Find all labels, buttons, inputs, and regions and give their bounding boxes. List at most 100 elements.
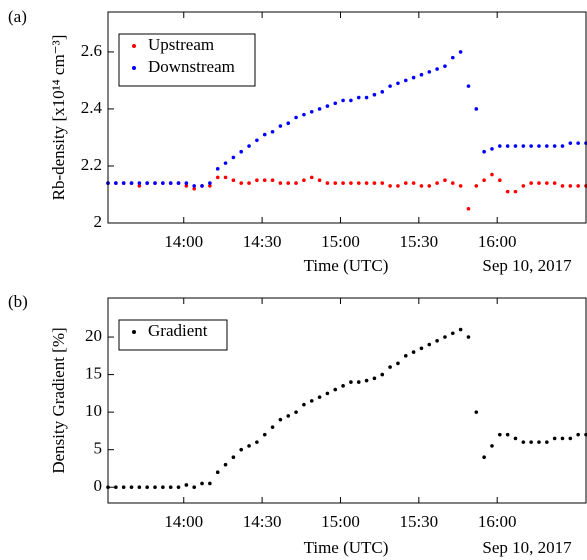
data-point xyxy=(388,84,392,88)
data-point xyxy=(545,144,549,148)
data-point xyxy=(278,181,283,185)
data-point xyxy=(341,181,345,185)
legend-marker xyxy=(132,330,136,334)
data-point xyxy=(403,354,408,358)
data-point xyxy=(294,115,298,120)
data-point xyxy=(537,144,541,148)
data-point xyxy=(388,365,392,369)
data-point xyxy=(474,410,479,414)
x-axis-label: Time (UTC) xyxy=(304,256,389,275)
data-point xyxy=(325,391,330,396)
legend-label: Upstream xyxy=(148,35,214,54)
data-point xyxy=(466,335,471,339)
data-point xyxy=(411,181,416,185)
data-point xyxy=(498,144,502,148)
data-point xyxy=(309,175,314,180)
panel: (a) Rb-density [x10¹⁴ cm⁻³] Time (UTC) Sep … xyxy=(8,7,587,275)
data-point xyxy=(443,178,447,183)
series xyxy=(106,327,587,490)
data-point xyxy=(129,181,134,185)
data-point xyxy=(137,184,142,188)
data-point xyxy=(450,331,455,336)
data-point xyxy=(309,109,314,114)
data-point xyxy=(490,147,494,151)
y-tick-label: 2 xyxy=(94,212,103,231)
data-point xyxy=(176,181,181,185)
data-point xyxy=(552,436,557,441)
data-point xyxy=(576,432,580,437)
data-point xyxy=(286,414,291,418)
x-tick-label: 15:30 xyxy=(399,232,438,251)
data-point xyxy=(372,92,377,97)
data-point xyxy=(427,342,432,347)
y-tick-label: 10 xyxy=(85,401,102,420)
x-tick-label: 14:00 xyxy=(164,512,203,531)
data-point xyxy=(435,181,439,185)
data-point xyxy=(380,372,385,377)
data-point xyxy=(576,141,580,145)
data-point xyxy=(184,483,189,487)
data-point xyxy=(419,72,424,77)
data-point xyxy=(270,178,275,183)
x-axis-label: Time (UTC) xyxy=(304,538,389,557)
data-point xyxy=(560,184,565,188)
data-point xyxy=(192,184,196,188)
data-point xyxy=(349,98,353,103)
data-point xyxy=(278,417,283,422)
date-label: Sep 10, 2017 xyxy=(482,538,572,557)
data-point xyxy=(537,440,541,444)
y-tick-label: 15 xyxy=(85,363,102,382)
data-point xyxy=(161,181,165,185)
data-point xyxy=(372,181,377,185)
data-point xyxy=(349,380,353,384)
data-point xyxy=(262,178,267,183)
data-point xyxy=(396,81,400,86)
data-point xyxy=(208,481,212,486)
data-point xyxy=(466,84,471,88)
data-point xyxy=(458,50,463,54)
data-point xyxy=(560,436,565,441)
data-point xyxy=(255,178,259,183)
data-point xyxy=(294,181,298,185)
data-point xyxy=(161,485,165,490)
data-point xyxy=(168,485,173,490)
plot-frame xyxy=(107,297,587,504)
data-point xyxy=(341,384,345,388)
data-point xyxy=(458,327,463,332)
data-point xyxy=(286,121,291,126)
data-point xyxy=(145,181,149,185)
data-point xyxy=(498,432,502,437)
data-point xyxy=(341,98,345,103)
legend: Gradient xyxy=(118,319,228,351)
data-point xyxy=(192,485,196,490)
data-point xyxy=(411,350,416,354)
data-point xyxy=(223,175,228,180)
y-tick-label: 2.2 xyxy=(81,155,102,174)
data-point xyxy=(302,178,306,183)
data-point xyxy=(545,181,549,185)
data-point xyxy=(560,144,565,148)
data-point xyxy=(505,189,510,194)
data-point xyxy=(474,107,479,111)
data-point xyxy=(380,181,385,185)
data-point xyxy=(513,189,518,194)
data-point xyxy=(466,206,471,211)
data-point xyxy=(552,181,557,185)
data-point xyxy=(215,167,220,171)
data-point xyxy=(114,181,118,185)
data-point xyxy=(325,104,330,108)
data-point xyxy=(286,181,291,185)
x-tick-label: 14:30 xyxy=(243,512,282,531)
x-tick-label: 16:00 xyxy=(478,232,517,251)
data-point xyxy=(262,432,267,437)
data-point xyxy=(443,64,447,68)
data-point xyxy=(537,181,541,185)
data-point xyxy=(262,132,267,137)
data-point xyxy=(513,436,518,441)
data-point xyxy=(333,181,338,185)
data-point xyxy=(521,184,526,188)
data-point xyxy=(364,181,369,185)
data-point xyxy=(435,339,439,343)
data-point xyxy=(427,70,432,74)
